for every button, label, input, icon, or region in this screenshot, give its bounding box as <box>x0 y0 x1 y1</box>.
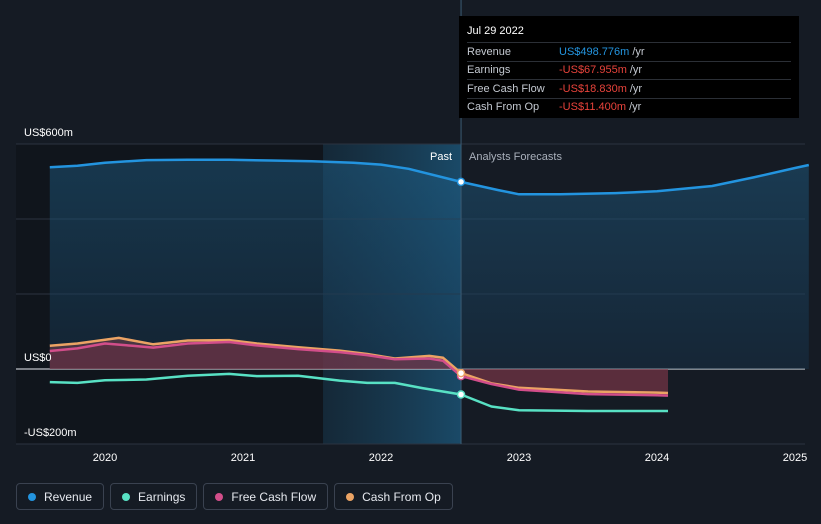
legend-item-earnings[interactable]: Earnings <box>110 483 198 510</box>
cash-from-op-area <box>49 337 669 393</box>
revenue-marker <box>456 177 466 187</box>
cash-from-op-line <box>49 336 669 395</box>
legend-label: Earnings <box>138 489 186 504</box>
revenue-line <box>49 158 810 196</box>
tooltip-row-cash-from-op: Cash From Op -US$11.400m /yr <box>467 97 791 117</box>
chart-legend: Revenue Earnings Free Cash Flow Cash Fro… <box>16 483 453 511</box>
legend-dot-earnings <box>122 492 131 501</box>
cash-from-op-marker <box>456 368 466 378</box>
tooltip-row-earnings: Earnings -US$67.955m /yr <box>467 60 791 80</box>
legend-item-free-cash-flow[interactable]: Free Cash Flow <box>203 483 329 510</box>
x-tick-label: 2023 <box>507 452 531 464</box>
legend-label: Cash From Op <box>362 489 441 504</box>
tooltip-label: Free Cash Flow <box>467 82 545 95</box>
tooltip-unit: /yr <box>629 101 642 114</box>
tooltip-label: Cash From Op <box>467 101 540 114</box>
legend-label: Revenue <box>44 489 93 504</box>
legend-dot-cash-from-op <box>346 492 355 501</box>
tooltip-date: Jul 29 2022 <box>467 25 524 37</box>
tooltip-unit: /yr <box>629 64 643 77</box>
tooltip-row-revenue: Revenue US$498.776m /yr <box>467 42 791 61</box>
x-tick-label: 2024 <box>645 452 669 464</box>
legend-item-cash-from-op[interactable]: Cash From Op <box>334 483 453 510</box>
y-tick-label: US$600m <box>24 127 73 139</box>
y-tick-label: -US$200m <box>24 427 77 439</box>
forecast-label: Analysts Forecasts <box>469 151 562 163</box>
tooltip-value: -US$67.955m <box>559 64 627 77</box>
x-tick-label: 2021 <box>231 452 255 464</box>
tooltip-label: Earnings <box>467 64 511 77</box>
free-cash-flow-line <box>49 340 669 397</box>
tooltip-unit: /yr <box>632 45 645 58</box>
x-tick-label: 2022 <box>369 452 393 464</box>
past-label: Past <box>430 151 452 163</box>
legend-item-revenue[interactable]: Revenue <box>16 483 105 510</box>
legend-dot-free-cash-flow <box>215 492 224 501</box>
revenue-area <box>49 159 809 369</box>
data-tooltip: Jul 29 2022 Revenue US$498.776m /yr Earn… <box>459 16 799 118</box>
tooltip-value: US$498.776m <box>559 45 630 58</box>
tooltip-value: -US$11.400m <box>559 101 627 114</box>
tooltip-row-free-cash-flow: Free Cash Flow -US$18.830m /yr <box>467 79 791 98</box>
earnings-line <box>49 372 668 413</box>
tooltip-unit: /yr <box>629 82 643 95</box>
earnings-marker <box>456 390 466 399</box>
legend-label: Free Cash Flow <box>231 489 317 504</box>
x-tick-label: 2020 <box>93 452 117 464</box>
legend-dot-revenue <box>28 492 36 501</box>
x-tick-label: 2025 <box>783 452 807 464</box>
tooltip-value: -US$18.830m <box>559 82 627 95</box>
tooltip-label: Revenue <box>467 45 512 58</box>
y-tick-label: US$0 <box>24 352 52 364</box>
free-cash-flow-area <box>49 342 669 396</box>
chart-area: US$600m US$0 -US$200m 2020 2021 2022 2023 2024 2… <box>16 0 810 464</box>
